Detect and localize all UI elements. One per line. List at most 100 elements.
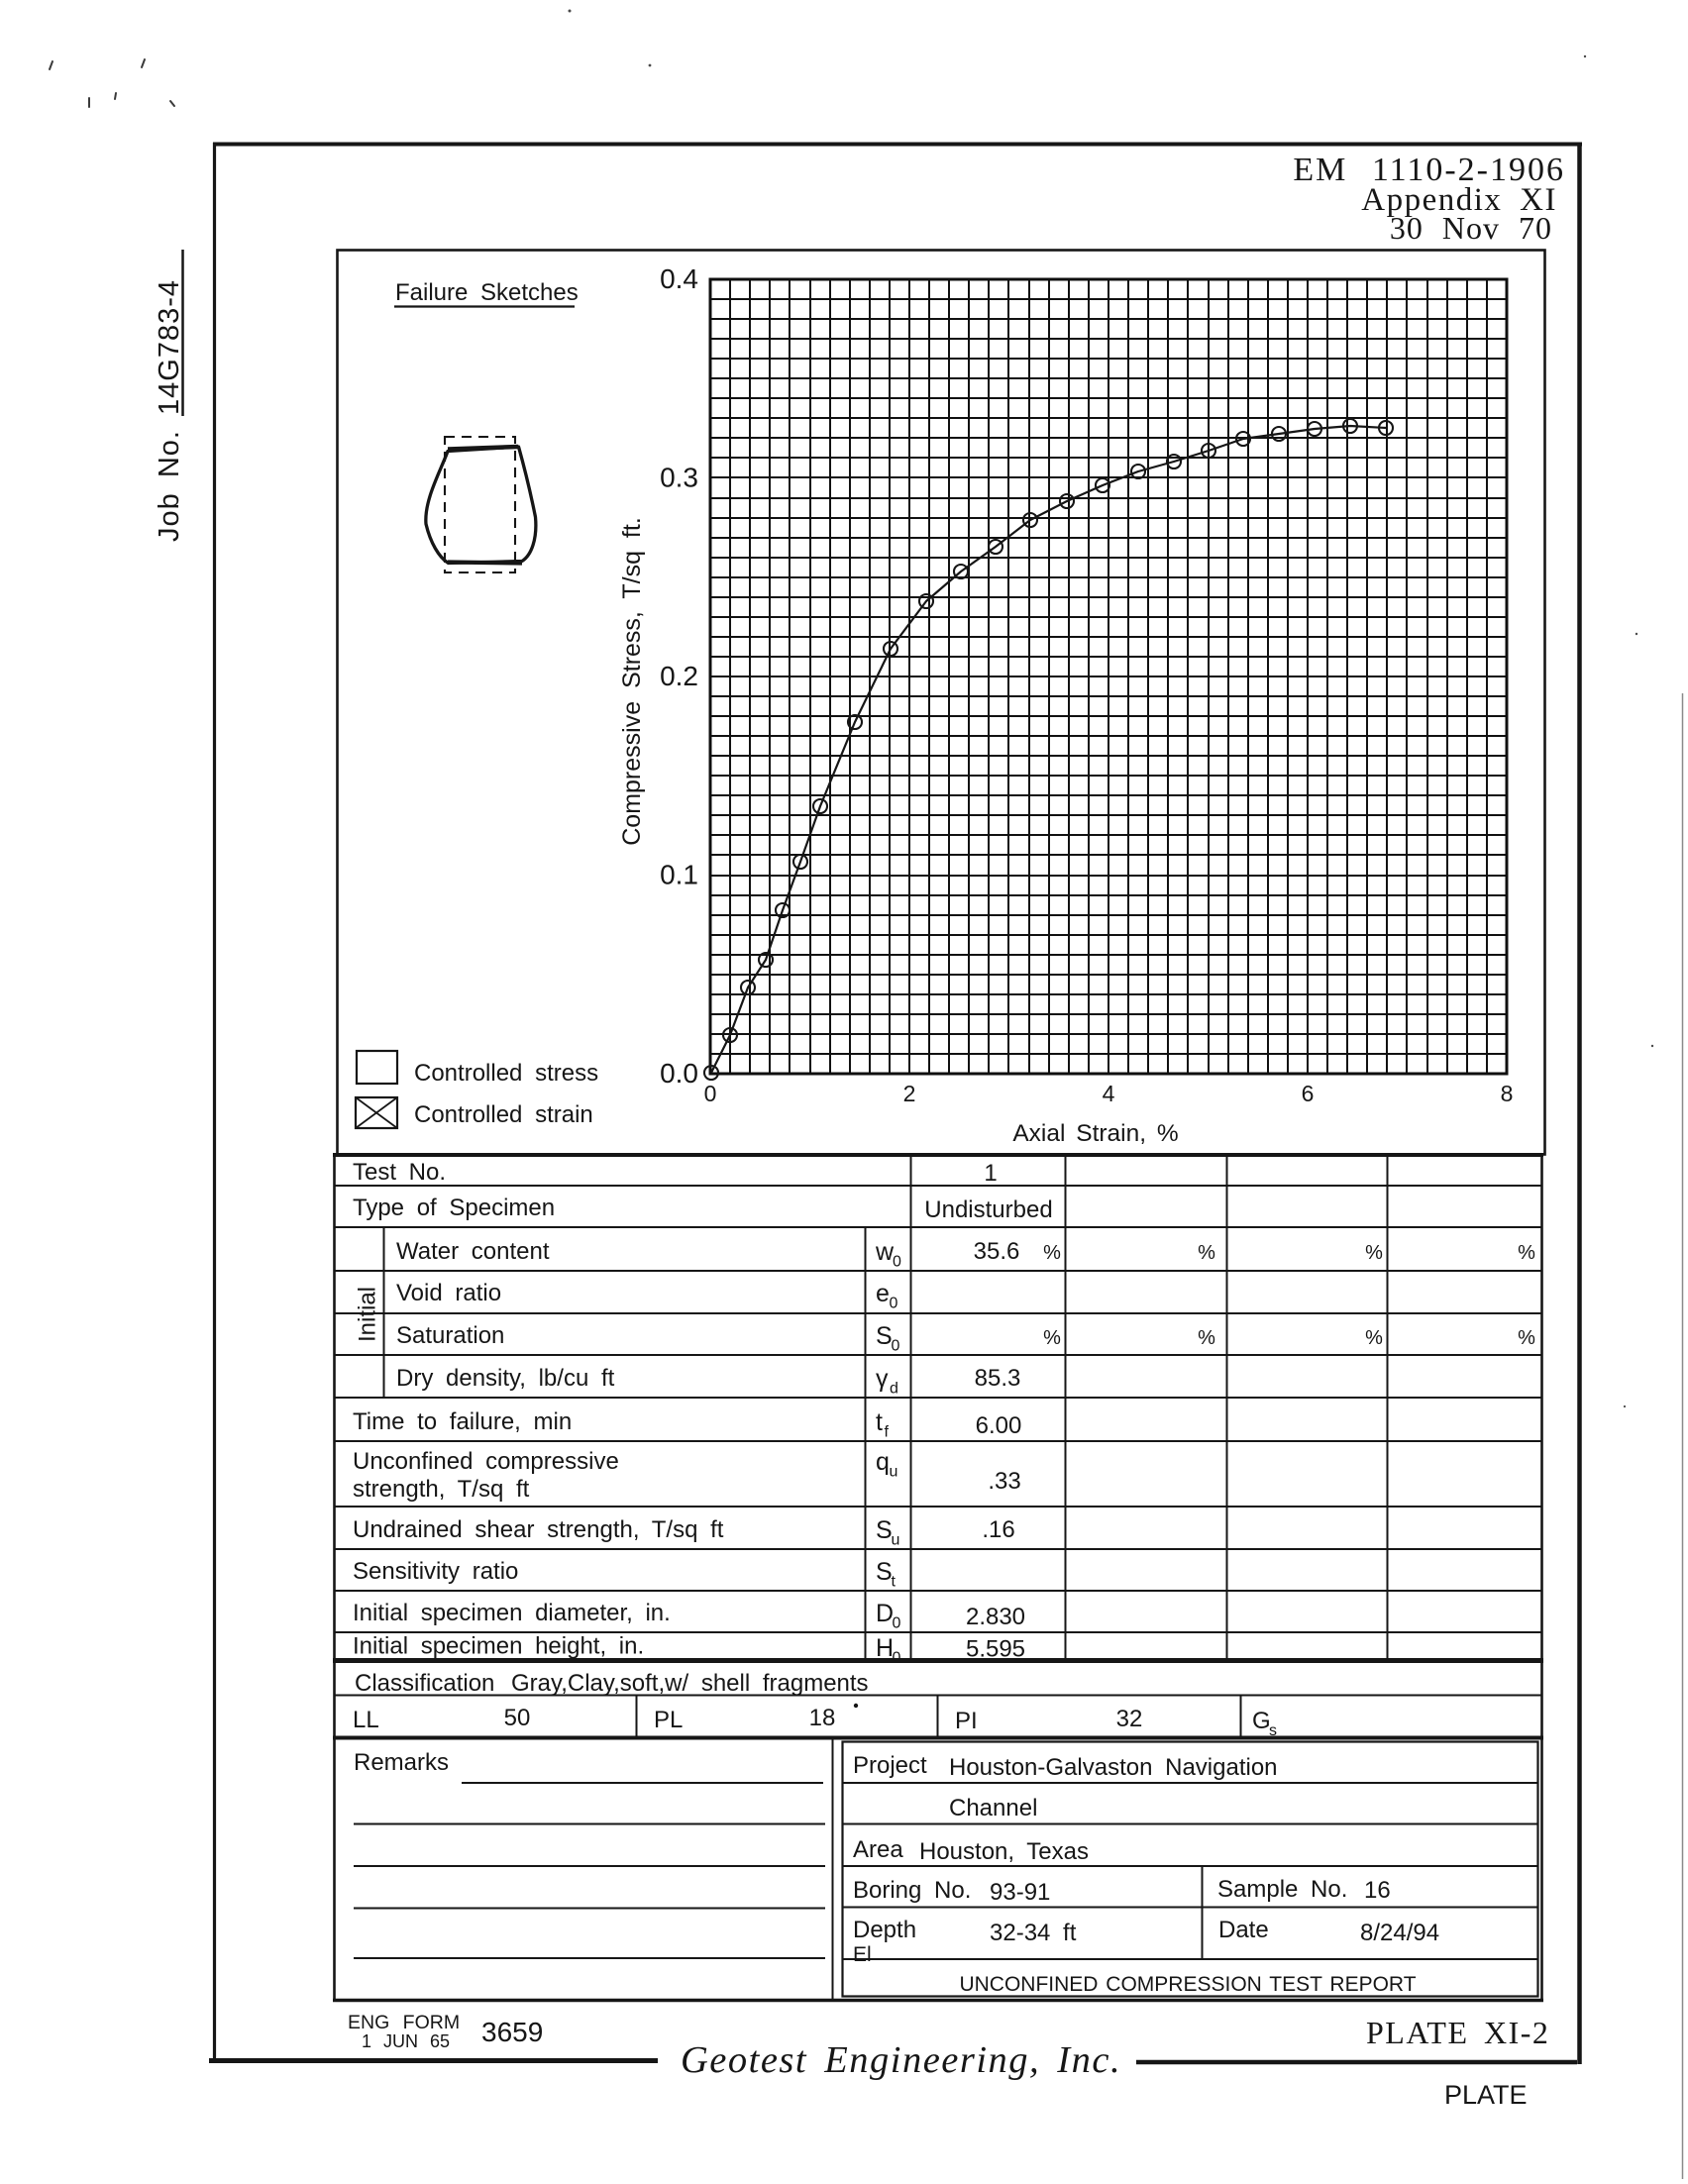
svg-text:f: f [885, 1424, 890, 1441]
svg-text:%: % [1518, 1242, 1535, 1264]
svg-text:Sample No.: Sample No. [1217, 1876, 1347, 1903]
svg-text:t: t [892, 1574, 897, 1591]
svg-text:8: 8 [1501, 1081, 1514, 1106]
svg-text:γ: γ [876, 1365, 889, 1393]
svg-text:Type of Specimen: Type of Specimen [353, 1195, 555, 1221]
svg-text:18: 18 [809, 1705, 836, 1731]
svg-text:0: 0 [893, 1254, 901, 1271]
svg-text:H: H [876, 1634, 894, 1662]
svg-text:Houston-Galvaston Navigation: Houston-Galvaston Navigation [949, 1754, 1278, 1781]
svg-text:Saturation: Saturation [396, 1322, 504, 1349]
svg-text:0.1: 0.1 [660, 860, 698, 890]
svg-text:UNCONFINED COMPRESSION TEST RE: UNCONFINED COMPRESSION TEST REPORT [959, 1973, 1416, 1996]
svg-text:32: 32 [1116, 1706, 1143, 1732]
svg-text:Controlled strain: Controlled strain [414, 1101, 593, 1128]
svg-text:4: 4 [1103, 1081, 1115, 1106]
svg-text:Channel: Channel [949, 1795, 1037, 1821]
svg-text:Initial specimen height, in.: Initial specimen height, in. [353, 1633, 644, 1660]
svg-text:PLATE XI-2: PLATE XI-2 [1366, 2015, 1549, 2050]
svg-text:Job No. 14G783-4: Job No. 14G783-4 [154, 279, 185, 542]
svg-text:93-91: 93-91 [990, 1879, 1050, 1906]
svg-text:%: % [1198, 1327, 1215, 1349]
svg-text:0: 0 [890, 1296, 898, 1312]
svg-text:0: 0 [893, 1650, 901, 1667]
svg-text:strength, T/sq ft: strength, T/sq ft [353, 1476, 530, 1503]
svg-text:w: w [875, 1238, 895, 1266]
svg-text:Undisturbed: Undisturbed [924, 1196, 1052, 1223]
svg-text:Initial: Initial [355, 1287, 381, 1342]
svg-text:0.0: 0.0 [660, 1058, 698, 1089]
svg-text:PI: PI [955, 1708, 978, 1734]
svg-text:D: D [876, 1600, 894, 1627]
svg-text:PLATE: PLATE [1444, 2080, 1528, 2110]
svg-text:s: s [1269, 1722, 1277, 1739]
svg-text:Sensitivity ratio: Sensitivity ratio [353, 1558, 518, 1585]
svg-text:%: % [1365, 1327, 1383, 1349]
svg-text:0: 0 [704, 1081, 717, 1106]
svg-text:3659: 3659 [481, 2017, 543, 2047]
svg-text:Void ratio: Void ratio [396, 1280, 501, 1306]
svg-text:S: S [876, 1516, 893, 1544]
svg-text:30 Nov 70: 30 Nov 70 [1390, 210, 1552, 246]
svg-text:El: El [853, 1943, 872, 1966]
svg-text:0.4: 0.4 [660, 263, 698, 294]
svg-text:Area: Area [853, 1836, 903, 1863]
svg-text:LL: LL [353, 1707, 379, 1733]
svg-text:Geotest Engineering, Inc.: Geotest Engineering, Inc. [681, 2039, 1121, 2081]
svg-text:Dry density, lb/cu ft: Dry density, lb/cu ft [396, 1365, 615, 1392]
svg-text:.33: .33 [988, 1468, 1020, 1495]
svg-text:%: % [1365, 1242, 1383, 1264]
svg-text:e: e [876, 1280, 890, 1307]
svg-text:EM 1110-2-1906: EM 1110-2-1906 [1293, 152, 1565, 188]
svg-text:%: % [1043, 1242, 1061, 1264]
svg-text:%: % [1198, 1242, 1215, 1264]
svg-text:d: d [890, 1381, 898, 1398]
svg-text:1: 1 [984, 1160, 997, 1187]
svg-text:u: u [890, 1464, 898, 1481]
svg-text:G: G [1252, 1708, 1271, 1734]
svg-text:Classification: Classification [355, 1670, 494, 1697]
svg-text:16: 16 [1364, 1877, 1391, 1904]
svg-text:32-34 ft: 32-34 ft [990, 1920, 1077, 1946]
svg-text:Axial Strain, %: Axial Strain, % [1012, 1120, 1178, 1147]
svg-text:S: S [876, 1558, 893, 1586]
svg-text:S: S [876, 1322, 893, 1350]
svg-text:t: t [876, 1408, 883, 1436]
svg-text:u: u [892, 1532, 900, 1549]
svg-text:6: 6 [1302, 1081, 1315, 1106]
svg-text:2.830: 2.830 [966, 1604, 1025, 1630]
svg-text:%: % [1043, 1327, 1061, 1349]
svg-text:Houston, Texas: Houston, Texas [919, 1838, 1089, 1865]
svg-text:Gray,Clay,soft,w/ shell fragme: Gray,Clay,soft,w/ shell fragments [511, 1670, 869, 1697]
svg-text:0: 0 [892, 1338, 900, 1355]
svg-text:Remarks: Remarks [354, 1749, 449, 1776]
svg-text:ENG FORM: ENG FORM [348, 2012, 460, 2033]
svg-text:8/24/94: 8/24/94 [1360, 1920, 1439, 1946]
svg-text:Failure Sketches: Failure Sketches [395, 279, 579, 306]
svg-text:2: 2 [903, 1081, 916, 1106]
svg-text:Depth: Depth [853, 1917, 916, 1943]
svg-text:0: 0 [893, 1615, 901, 1632]
svg-text:1 JUN 65: 1 JUN 65 [362, 2031, 450, 2051]
svg-text:50: 50 [504, 1705, 531, 1731]
svg-text:0.3: 0.3 [660, 463, 698, 493]
svg-text:Controlled stress: Controlled stress [414, 1060, 598, 1087]
svg-text:Undrained shear strength, T/sq: Undrained shear strength, T/sq ft [353, 1516, 724, 1543]
svg-text:0.2: 0.2 [660, 661, 698, 691]
svg-text:Date: Date [1218, 1917, 1269, 1943]
svg-text:Initial specimen diameter, in.: Initial specimen diameter, in. [353, 1600, 671, 1626]
svg-text:35.6: 35.6 [974, 1238, 1020, 1265]
svg-text:.16: .16 [982, 1516, 1014, 1543]
svg-text:Unconfined compressive: Unconfined compressive [353, 1448, 619, 1475]
svg-text:Time to failure, min: Time to failure, min [353, 1408, 572, 1435]
svg-text:Water content: Water content [396, 1238, 550, 1265]
svg-text:%: % [1518, 1327, 1535, 1349]
svg-text:85.3: 85.3 [975, 1365, 1021, 1392]
svg-text:6.00: 6.00 [976, 1412, 1022, 1439]
svg-text:Compressive Stress, T/sq ft.: Compressive Stress, T/sq ft. [618, 517, 646, 846]
svg-text:5.595: 5.595 [966, 1636, 1025, 1663]
svg-text:Appendix XI: Appendix XI [1361, 182, 1557, 218]
svg-text:Test No.: Test No. [353, 1159, 446, 1186]
svg-text:Boring No.: Boring No. [853, 1877, 971, 1904]
svg-text:Project: Project [853, 1752, 927, 1779]
